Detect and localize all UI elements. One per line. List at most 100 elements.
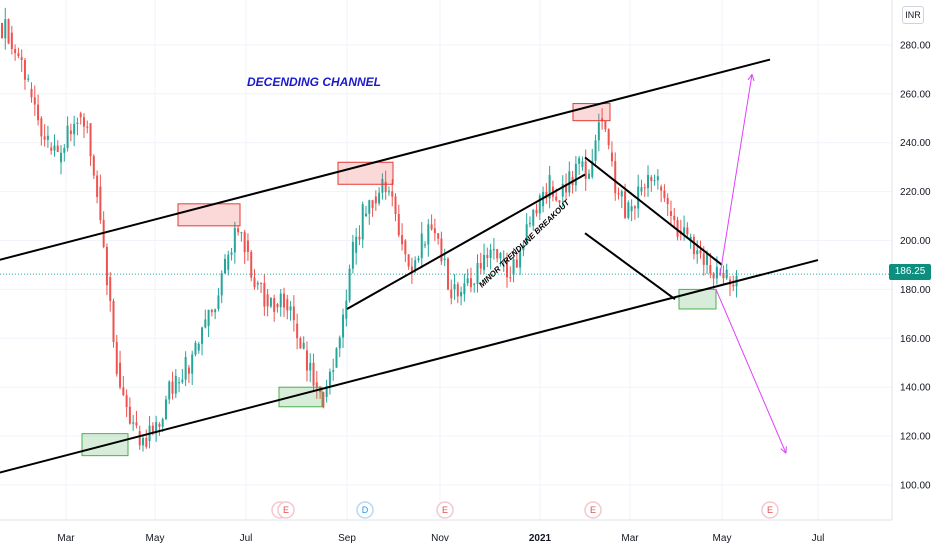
candle-body: [33, 97, 36, 105]
candle-body: [463, 283, 466, 295]
candle-body: [597, 122, 600, 141]
candle-body: [201, 327, 204, 344]
candle-body: [683, 227, 686, 234]
y-tick-label: 180.00: [900, 285, 931, 296]
candle-body: [512, 259, 515, 275]
candle-body: [338, 337, 341, 349]
candle-body: [296, 323, 299, 339]
candle-body: [82, 117, 85, 127]
candle-body: [37, 104, 40, 121]
candle-body: [450, 289, 453, 299]
candle-body: [627, 202, 630, 218]
candle-body: [161, 419, 164, 427]
candle-body: [30, 88, 33, 98]
candle-body: [391, 191, 394, 197]
candle-body: [538, 195, 541, 214]
candle-body: [535, 209, 538, 214]
candle-body: [220, 273, 223, 296]
candle-body: [305, 350, 308, 371]
trendline-annotation: MINOR TRENDLINE BREAKOUT: [477, 197, 572, 289]
y-tick-label: 100.00: [900, 481, 931, 492]
candle-body: [79, 113, 82, 118]
candle-body: [565, 183, 568, 193]
candle-body: [342, 314, 345, 338]
candle-body: [443, 258, 446, 261]
candle-body: [669, 211, 672, 216]
candle-body: [558, 200, 561, 203]
candle-body: [92, 156, 95, 176]
candle-body: [460, 291, 463, 297]
candle-body: [624, 191, 627, 218]
candle-body: [548, 175, 551, 199]
candle-body: [440, 238, 443, 262]
candle-body: [417, 258, 420, 261]
x-tick-label: Mar: [621, 533, 639, 544]
candle-body: [427, 224, 430, 245]
candle-body: [584, 161, 587, 179]
candle-body: [676, 220, 679, 237]
currency-badge[interactable]: INR: [902, 6, 924, 24]
candle-body: [401, 235, 404, 245]
candle-body: [217, 295, 220, 309]
candle-body: [10, 32, 13, 50]
candle-body: [151, 425, 154, 434]
candle-body: [647, 175, 650, 189]
candle-body: [522, 245, 525, 251]
candle-body: [96, 175, 99, 198]
candle-body: [555, 196, 558, 201]
candle-body: [506, 259, 509, 278]
candle-body: [279, 293, 282, 308]
candle-body: [578, 158, 581, 164]
projection-up-line: [719, 74, 753, 275]
candle-body: [361, 204, 364, 240]
x-tick-label: 2021: [529, 533, 552, 544]
candle-body: [253, 277, 256, 288]
candle-body: [332, 370, 335, 372]
candle-body: [410, 266, 413, 274]
candle-body: [112, 300, 115, 342]
candle-body: [394, 196, 397, 215]
candle-body: [328, 371, 331, 386]
wedge-upper-line: [584, 156, 723, 266]
candle-body: [653, 180, 656, 182]
candle-body: [345, 300, 348, 319]
candle-body: [187, 367, 190, 374]
candle-body: [532, 209, 535, 226]
minor-trendline: [346, 173, 586, 310]
candle-body: [581, 161, 584, 168]
candle-body: [374, 196, 377, 204]
candle-body: [689, 236, 692, 241]
candle-body: [73, 123, 76, 135]
resistance-box: [177, 203, 241, 227]
candle-body: [473, 283, 476, 285]
candle-body: [23, 59, 26, 80]
candle-body: [289, 306, 292, 311]
candle-body: [660, 186, 663, 191]
candle-body: [496, 249, 499, 259]
candle-body: [486, 254, 489, 258]
wedge-lower-line: [584, 232, 676, 300]
candle-body: [76, 122, 79, 124]
event-badge-label: E: [442, 505, 448, 515]
candle-body: [499, 253, 502, 259]
candle-body: [273, 298, 276, 312]
candle-body: [286, 299, 289, 311]
candle-body: [276, 304, 279, 308]
candle-body: [702, 253, 705, 265]
candle-body: [46, 135, 49, 140]
last-price-label: 186.25: [889, 264, 931, 280]
candle-body: [368, 200, 371, 214]
x-tick-label: Mar: [57, 533, 75, 544]
candle-body: [302, 342, 305, 349]
candle-body: [266, 294, 269, 307]
candle-body: [502, 259, 505, 261]
candle-body: [63, 148, 66, 153]
candle-body: [197, 343, 200, 351]
event-badge-e: [584, 501, 602, 519]
candle-body: [243, 232, 246, 253]
candle-body: [469, 278, 472, 288]
candle-body: [528, 223, 531, 225]
candle-body: [40, 118, 43, 137]
candle-body: [673, 215, 676, 221]
